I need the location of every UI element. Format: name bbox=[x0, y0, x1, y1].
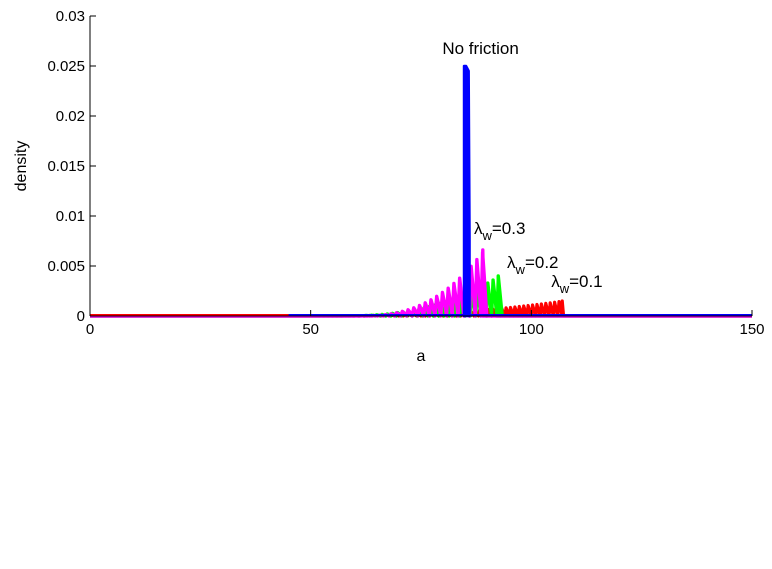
annotation-value: =0.2 bbox=[525, 253, 559, 272]
annotation-symbol: λ bbox=[551, 272, 560, 291]
y-tick-label: 0.01 bbox=[56, 208, 85, 225]
y-tick-label: 0.03 bbox=[56, 8, 85, 25]
annotation-nofriction: No friction bbox=[442, 39, 519, 58]
annotation-symbol: λ bbox=[474, 219, 483, 238]
y-axis-label: density bbox=[13, 141, 30, 192]
y-tick-label: 0.025 bbox=[47, 58, 85, 75]
annotation-value: =0.3 bbox=[492, 219, 526, 238]
y-tick-label: 0.005 bbox=[47, 258, 85, 275]
annotation-lw01: λw=0.1 bbox=[551, 272, 602, 296]
y-tick-label: 0 bbox=[77, 308, 85, 325]
x-tick-label: 100 bbox=[519, 321, 544, 338]
annotation-value: =0.1 bbox=[569, 272, 603, 291]
axes bbox=[89, 16, 752, 317]
y-tick-label: 0.02 bbox=[56, 108, 85, 125]
ticks: 0 50 100 150 0 0.005 0.01 0.015 0.02 0.025 0.03 bbox=[47, 8, 764, 338]
annotation-subscript: w bbox=[559, 281, 570, 296]
series-line-lw03 bbox=[90, 248, 752, 318]
x-tick-label: 150 bbox=[739, 321, 764, 338]
series-line-nofriction bbox=[462, 64, 471, 318]
x-tick-label: 50 bbox=[302, 321, 319, 338]
annotation-lw03: λw=0.3 bbox=[474, 219, 525, 243]
annotation-subscript: w bbox=[515, 262, 526, 277]
x-axis-label: a bbox=[417, 348, 426, 365]
annotation-lw02: λw=0.2 bbox=[507, 253, 558, 277]
series-layer bbox=[90, 64, 752, 318]
annotation-subscript: w bbox=[481, 228, 492, 243]
y-tick-label: 0.015 bbox=[47, 158, 85, 175]
annotation-symbol: λ bbox=[507, 253, 516, 272]
x-tick-label: 0 bbox=[86, 321, 94, 338]
